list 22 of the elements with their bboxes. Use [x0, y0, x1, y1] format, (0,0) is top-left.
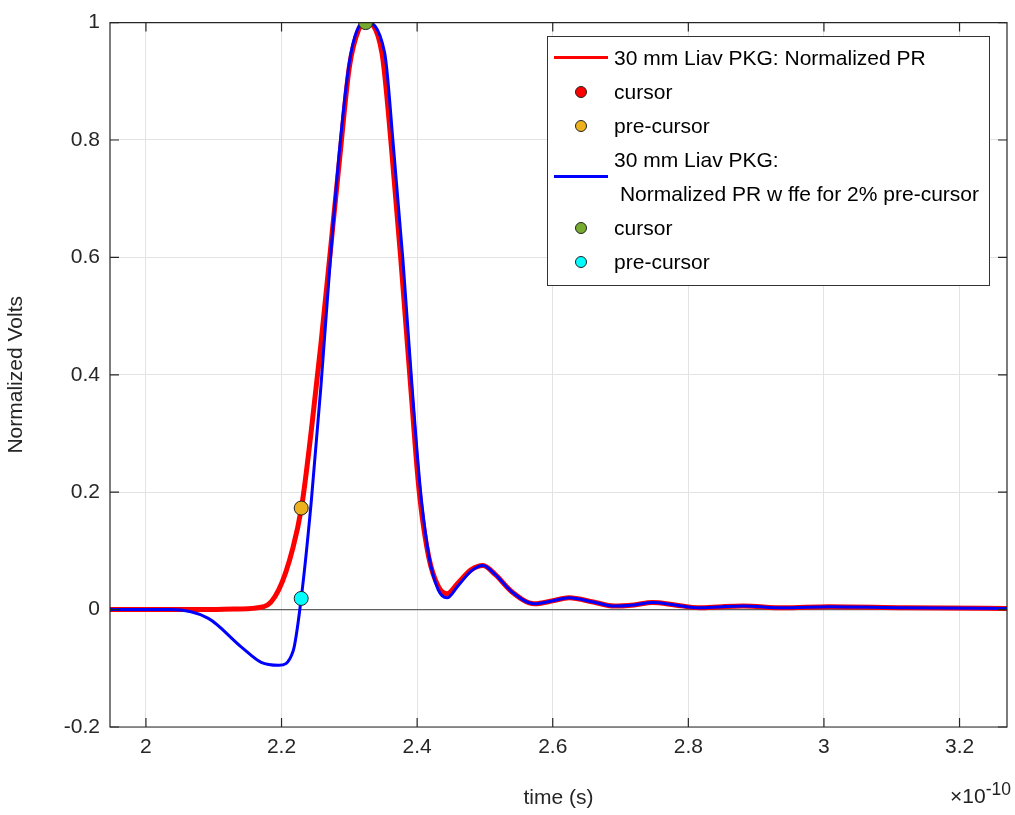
y-tick-label: 0.4 — [70, 361, 101, 385]
y-tick-label: 0 — [88, 596, 100, 620]
x-tick-label: 2.8 — [673, 734, 703, 758]
legend-label: pre-cursor — [614, 248, 710, 275]
y-tick-label: -0.2 — [63, 713, 100, 737]
y-tick-label: 0.2 — [70, 479, 100, 502]
y-tick-label: 0.6 — [70, 244, 100, 268]
y-axis-title: Normalized Volts — [3, 296, 27, 454]
legend-label: pre-cursor — [614, 112, 710, 139]
x-tick-label: 3 — [818, 734, 830, 758]
x-tick-label: 2.6 — [538, 734, 568, 758]
y-tick-label: 1 — [88, 9, 100, 33]
legend-label: cursor — [614, 78, 673, 105]
legend-label: 30 mm Liav PKG: Normalized PR — [614, 44, 926, 71]
x-tick-label: 2.4 — [402, 734, 433, 758]
y-tick-label: 0.8 — [70, 126, 100, 150]
x-tick-label: 3.2 — [944, 734, 975, 758]
x-tick-label: 2.2 — [266, 734, 297, 758]
legend-label: cursor — [614, 214, 673, 241]
text: ×10$^{-10}$ — [950, 779, 1011, 808]
x-axis-title: time (s) — [523, 785, 594, 809]
x-tick-label: 2 — [140, 734, 152, 758]
